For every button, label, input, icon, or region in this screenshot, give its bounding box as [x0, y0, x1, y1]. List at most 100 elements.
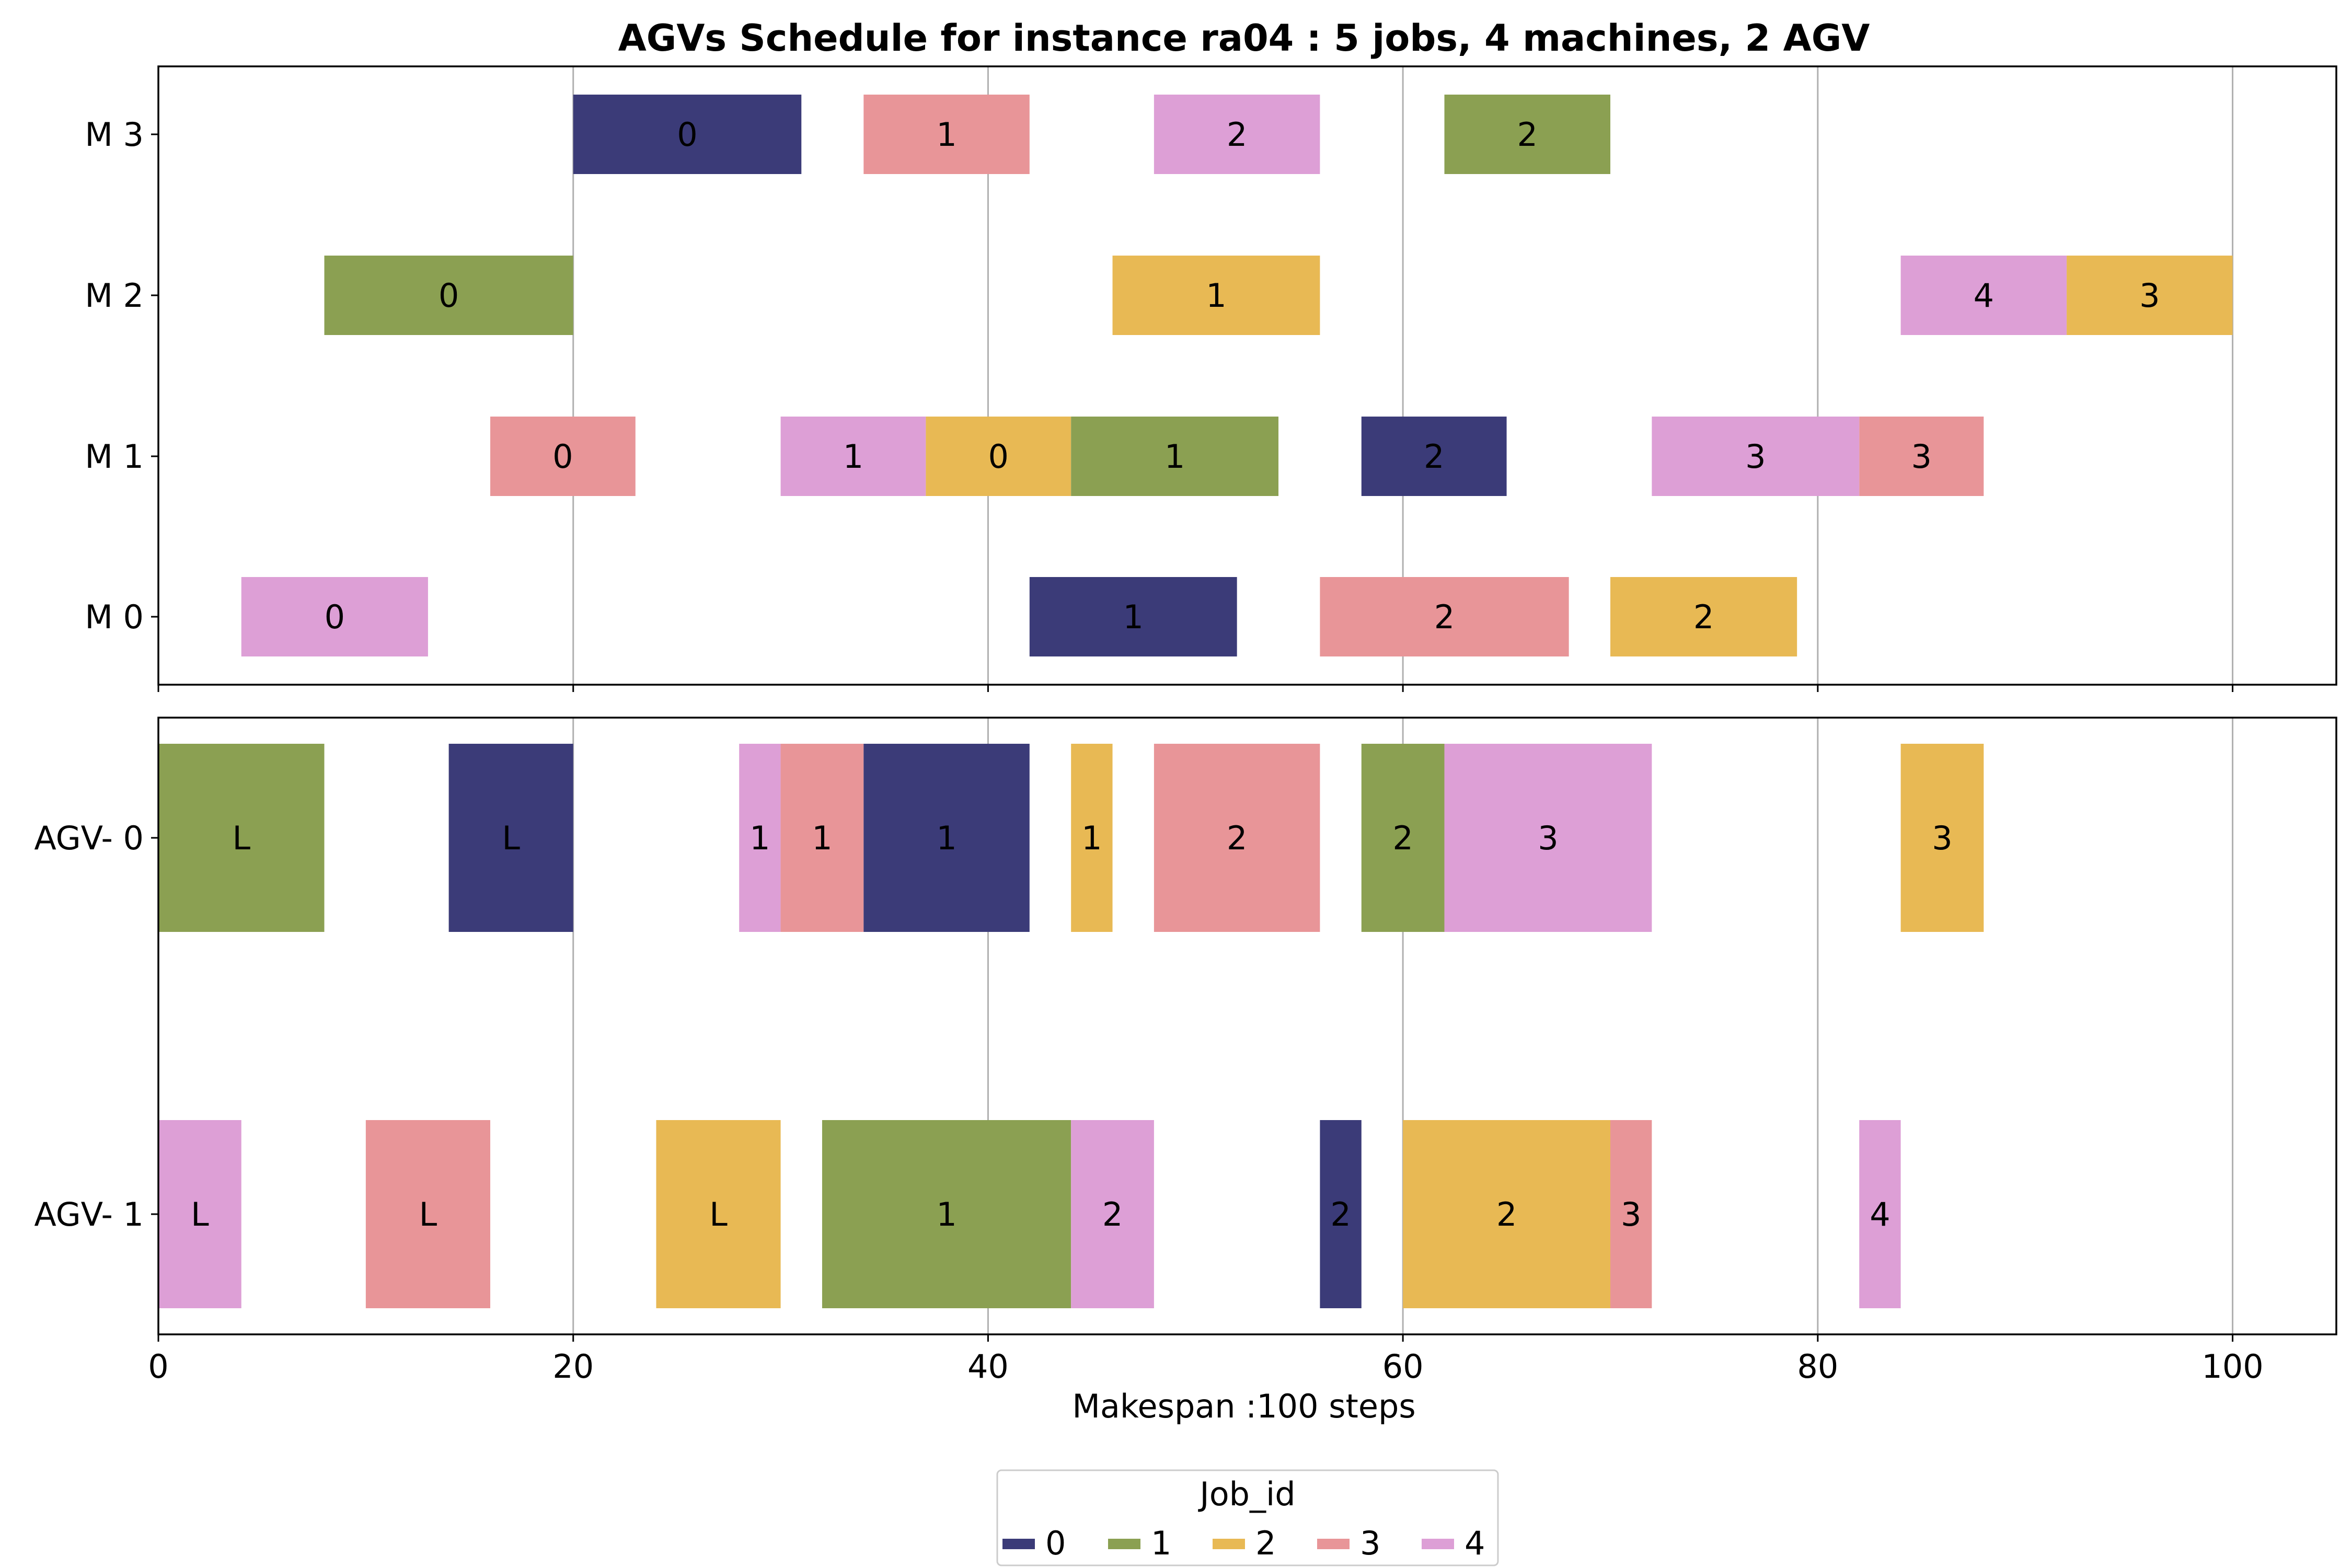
x-tick-label: 20 [552, 1347, 594, 1386]
bar-label: 1 [936, 116, 956, 154]
gantt-bar [365, 1120, 490, 1308]
y-tick-label: AGV- 0 [34, 819, 144, 857]
gantt-bar [1652, 417, 1860, 496]
legend-label: 0 [1045, 1524, 1066, 1562]
x-tick-label: 60 [1382, 1347, 1424, 1386]
bar-label: 0 [325, 598, 345, 636]
gantt-bar [1154, 744, 1320, 932]
bar-label: 3 [1538, 819, 1558, 857]
bar-label: 3 [1911, 437, 1932, 476]
gantt-bar [739, 744, 781, 932]
bar-label: 2 [1517, 116, 1538, 154]
gantt-bar [1900, 744, 1984, 932]
bar-label: 0 [677, 116, 697, 154]
bar-label: 3 [1621, 1195, 1641, 1233]
gantt-bar [1900, 256, 2067, 335]
gantt-bar [448, 744, 573, 932]
gantt-bar [158, 744, 325, 932]
bar-label: 2 [1392, 819, 1413, 857]
bar-label: 2 [1693, 598, 1714, 636]
bar-label: 2 [1102, 1195, 1123, 1233]
y-tick-label: M 2 [85, 276, 144, 315]
gantt-bar [1859, 417, 1984, 496]
gantt-bar [1859, 1120, 1901, 1308]
bar-label: 4 [1870, 1195, 1890, 1233]
legend-title: Job_id [1197, 1475, 1295, 1513]
gantt-bar [1403, 1120, 1610, 1308]
legend-swatch [1002, 1539, 1035, 1549]
y-tick-label: M 1 [85, 437, 144, 476]
gantt-bar [158, 1120, 241, 1308]
gantt-bar [490, 417, 636, 496]
gantt-bar [1361, 417, 1507, 496]
legend-label: 2 [1255, 1524, 1276, 1562]
gantt-bar [573, 95, 802, 174]
bar-label: 1 [936, 819, 956, 857]
gantt-bar [1154, 95, 1320, 174]
gantt-bar [822, 1120, 1071, 1308]
bar-label: 2 [1496, 1195, 1517, 1233]
gantt-bar [1071, 744, 1113, 932]
bar-label: 0 [439, 276, 459, 315]
legend-swatch [1213, 1539, 1245, 1549]
bar-label: 2 [1227, 116, 1247, 154]
bar-label: 1 [812, 819, 832, 857]
x-tick-label: 100 [2201, 1347, 2263, 1386]
bar-label: 1 [1123, 598, 1144, 636]
gantt-bar [863, 95, 1030, 174]
bar-label: 3 [1745, 437, 1766, 476]
legend: Job_id 0 1 2 3 4 [996, 1469, 1499, 1566]
bar-label: 2 [1330, 1195, 1351, 1233]
bar-label: 4 [1974, 276, 1994, 315]
bar-label: L [232, 819, 250, 857]
gantt-bar [1071, 1120, 1154, 1308]
bar-label: 3 [2139, 276, 2160, 315]
legend-swatch [1422, 1539, 1454, 1549]
bar-label: 3 [1932, 819, 1952, 857]
x-tick-label: 40 [967, 1347, 1009, 1386]
gantt-bar [863, 744, 1030, 932]
y-tick-label: M 3 [85, 116, 144, 154]
bar-label: L [419, 1195, 437, 1233]
bar-label: 1 [1165, 437, 1185, 476]
axes-frame [157, 65, 2337, 686]
bar-label: L [709, 1195, 728, 1233]
bar-label: 1 [843, 437, 863, 476]
bar-label: 2 [1227, 819, 1247, 857]
gantt-bar [656, 1120, 781, 1308]
gantt-bar [2067, 256, 2233, 335]
bar-label: 2 [1434, 598, 1455, 636]
bar-label: L [502, 819, 520, 857]
gantt-bar [926, 417, 1071, 496]
bar-label: 0 [552, 437, 573, 476]
gantt-bar [1320, 577, 1569, 656]
bar-label: 0 [988, 437, 1009, 476]
gantt-bar [1320, 1120, 1362, 1308]
legend-label: 1 [1151, 1524, 1171, 1562]
legend-entries: 0 1 2 3 4 [1002, 1524, 1485, 1562]
gantt-bar [241, 577, 428, 656]
axes-frame [157, 717, 2337, 1335]
x-tick-label: 80 [1797, 1347, 1838, 1386]
y-tick-label: AGV- 1 [34, 1195, 144, 1233]
x-axis-label: Makespan :100 steps [1072, 1387, 1415, 1425]
bar-label: 1 [750, 819, 770, 857]
gantt-bar [1361, 744, 1445, 932]
gantt-bar [1029, 577, 1237, 656]
gantt-bar [1444, 744, 1652, 932]
gantt-bar [780, 744, 864, 932]
legend-label: 4 [1465, 1524, 1485, 1562]
bar-label: 1 [936, 1195, 956, 1233]
bars: 0 1 2 2 0 1 4 3 0 1 0 1 2 3 3 0 1 2 2 L L 1 1 1 1 2 2 3 3 L L L 1 2 2 2 3 4 [158, 95, 2233, 1308]
bar-label: 2 [1424, 437, 1444, 476]
bar-label: 1 [1081, 819, 1102, 857]
gantt-bar [1610, 1120, 1652, 1308]
gantt-bar [324, 256, 573, 335]
bar-label: 1 [1206, 276, 1226, 315]
gantt-bar [1610, 577, 1797, 656]
legend-label: 3 [1360, 1524, 1380, 1562]
gantt-bar [1112, 256, 1320, 335]
